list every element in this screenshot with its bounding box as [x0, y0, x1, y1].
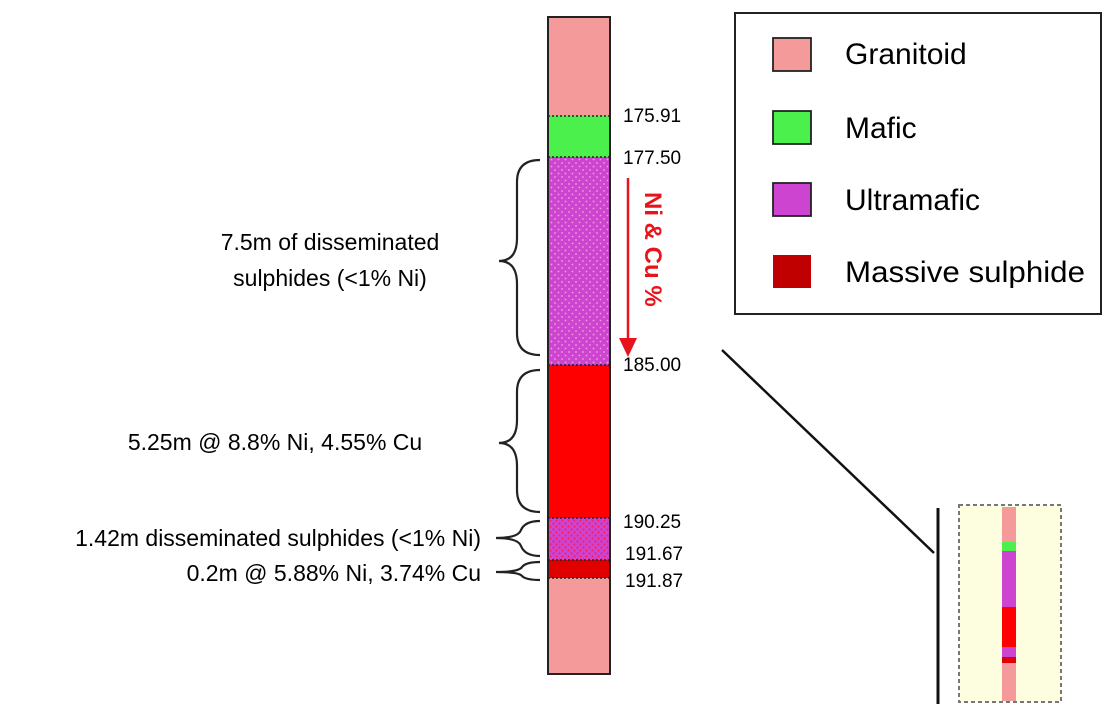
core-mafic — [548, 116, 610, 157]
legend-swatch-mafic — [772, 110, 812, 145]
inset-core-lower-ultramafic — [1002, 647, 1016, 657]
inset-core-granitoid-top — [1002, 507, 1016, 542]
legend-swatch-ultramafic — [772, 182, 812, 217]
interval-braces — [495, 158, 541, 582]
core-granitoid-top — [548, 17, 610, 116]
legend-swatch-granitoid — [772, 37, 812, 72]
brace-bottom — [495, 560, 541, 582]
legend-label-ultramafic: Ultramafic — [845, 184, 980, 217]
legend: Granitoid Mafic Ultramafic Massive sulph… — [734, 12, 1102, 315]
interval-note-bottom: 0.2m @ 5.88% Ni, 3.74% Cu — [187, 560, 481, 586]
inset-leader-line — [721, 349, 935, 554]
inset-core-massive — [1002, 607, 1016, 647]
interval-notes: 7.5m of disseminated sulphides (<1% Ni) … — [75, 229, 481, 586]
core-lower-disseminated-dots — [548, 518, 610, 560]
inset-overview — [721, 349, 1062, 704]
interval-note-lower: 1.42m disseminated sulphides (<1% Ni) — [75, 525, 481, 551]
core-outline — [547, 16, 611, 675]
legend-label-mafic: Mafic — [845, 112, 917, 145]
legend-swatch-massive-sulphide — [773, 255, 811, 288]
depth-label: 175.91 — [623, 106, 681, 127]
brace-massive — [498, 368, 541, 514]
depth-labels: 175.91 177.50 185.00 190.25 191.67 191.8… — [623, 106, 683, 592]
core-column — [547, 16, 611, 675]
inset-core-ultramafic — [1002, 551, 1016, 607]
core-massive-sulphide — [548, 365, 610, 518]
core-ultramafic-disseminated — [548, 157, 610, 365]
depth-label: 177.50 — [623, 148, 681, 169]
brace-lower — [495, 519, 541, 558]
legend-label-granitoid: Granitoid — [845, 38, 967, 71]
interval-note-massive: 5.25m @ 8.8% Ni, 4.55% Cu — [128, 429, 422, 455]
core-granitoid-bottom — [548, 578, 610, 674]
depth-label: 191.87 — [625, 571, 683, 592]
inset-core-mafic — [1002, 542, 1016, 551]
depth-label: 190.25 — [623, 512, 681, 533]
inset-core-granitoid-bottom — [1002, 663, 1016, 701]
depth-label: 191.67 — [625, 544, 683, 565]
interval-note-upper-line1: 7.5m of disseminated — [221, 229, 440, 255]
interval-note-upper-line2: sulphides (<1% Ni) — [233, 265, 427, 291]
legend-label-massive-sulphide: Massive sulphide — [845, 256, 1085, 289]
depth-label: 185.00 — [623, 355, 681, 376]
core-massive-bottom — [548, 560, 610, 578]
inset-core-massive-bottom — [1002, 657, 1016, 663]
grade-trend-arrow: Ni & Cu % — [619, 178, 666, 357]
brace-upper — [498, 158, 541, 357]
grade-trend-label: Ni & Cu % — [639, 192, 666, 307]
